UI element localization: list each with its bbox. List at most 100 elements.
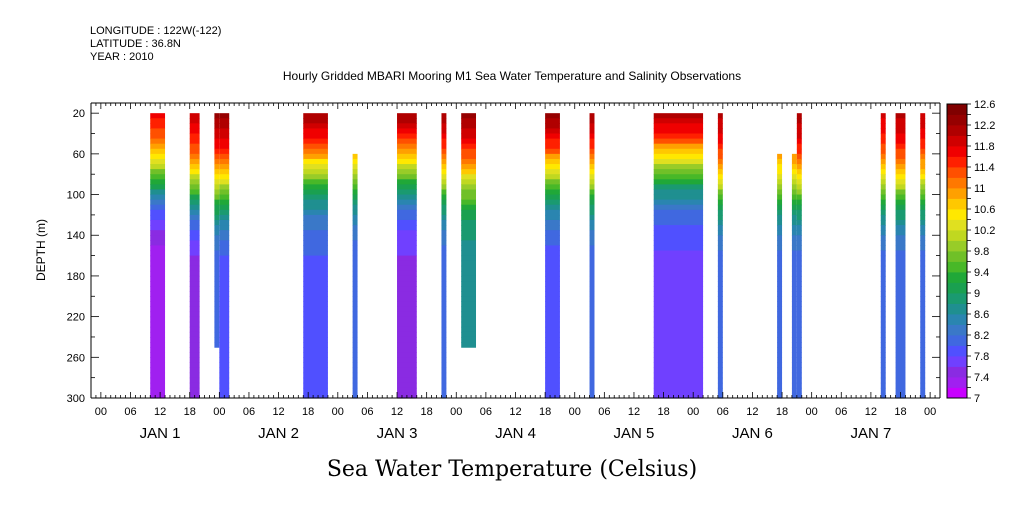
data-cell xyxy=(895,128,906,135)
data-cell xyxy=(717,153,723,160)
data-cell xyxy=(895,357,906,363)
data-cell xyxy=(461,342,477,348)
data-cell xyxy=(189,387,200,394)
data-cell xyxy=(791,219,797,226)
data-cell xyxy=(214,342,220,348)
data-cell xyxy=(880,270,886,277)
data-cell xyxy=(791,367,797,374)
data-cell xyxy=(880,204,886,211)
colorbar: 12.6 12.2 11.8 11.4 11 10.6 10.2 9.8 9.4 9 8.6 8.2 7… xyxy=(946,99,995,405)
data-cell xyxy=(397,352,417,358)
data-cell xyxy=(397,214,417,221)
data-cell xyxy=(920,169,926,175)
data-cell xyxy=(219,377,230,384)
data-cell xyxy=(189,143,200,150)
data-cell xyxy=(653,336,704,343)
data-cell xyxy=(303,123,328,130)
data-cell xyxy=(150,321,166,328)
data-cell xyxy=(545,113,560,119)
data-cell xyxy=(461,336,477,343)
data-cell xyxy=(150,326,166,333)
data-cell xyxy=(441,367,447,374)
data-cell xyxy=(920,255,926,262)
data-cell xyxy=(303,128,328,135)
data-cell xyxy=(653,148,704,155)
data-cell xyxy=(441,133,447,140)
data-cell xyxy=(895,179,906,185)
data-cell xyxy=(303,153,328,160)
data-cell xyxy=(717,214,723,221)
data-cell xyxy=(352,219,358,226)
data-cell xyxy=(589,367,595,374)
data-cell xyxy=(796,148,802,155)
data-cell xyxy=(717,377,723,384)
data-cell xyxy=(796,219,802,226)
data-cell xyxy=(303,311,328,318)
data-cell xyxy=(589,194,595,201)
data-cell xyxy=(189,153,200,160)
data-cell xyxy=(791,153,797,160)
data-cell xyxy=(219,296,230,302)
data-cell xyxy=(653,169,704,175)
data-cell xyxy=(397,326,417,333)
data-cell xyxy=(920,392,926,399)
data-cell xyxy=(895,281,906,287)
data-cell xyxy=(920,164,926,170)
data-cell xyxy=(880,169,886,175)
data-cell xyxy=(461,281,477,287)
colorbar-swatch xyxy=(947,240,967,252)
colorbar-swatch xyxy=(947,345,967,357)
data-cell xyxy=(880,123,886,130)
data-cell xyxy=(895,326,906,333)
data-cell xyxy=(920,326,926,333)
data-cell xyxy=(189,372,200,379)
data-cell xyxy=(461,311,477,318)
data-cell xyxy=(219,153,230,160)
data-cell xyxy=(352,153,358,160)
data-cell xyxy=(150,138,166,145)
data-cell xyxy=(461,123,477,130)
data-cell xyxy=(303,184,328,191)
data-cell xyxy=(303,357,328,363)
data-cell xyxy=(545,133,560,140)
data-cell xyxy=(219,184,230,191)
data-cell xyxy=(589,316,595,323)
colorbar-label: 8.2 xyxy=(974,330,989,342)
data-cell xyxy=(796,179,802,185)
data-cell xyxy=(653,362,704,369)
x-tick-label: 12 xyxy=(746,406,758,418)
data-cell xyxy=(920,209,926,216)
data-cell xyxy=(219,336,230,343)
data-cell xyxy=(150,169,166,175)
data-cell xyxy=(461,189,477,196)
data-cell xyxy=(461,265,477,272)
data-cell xyxy=(441,245,447,252)
x-tick-label: 18 xyxy=(302,406,314,418)
data-cell xyxy=(653,153,704,160)
data-column xyxy=(895,113,906,399)
data-cell xyxy=(777,311,783,318)
data-cell xyxy=(352,169,358,175)
data-cell xyxy=(189,286,200,292)
x-tick-label: 12 xyxy=(391,406,403,418)
data-cell xyxy=(189,347,200,353)
data-cell xyxy=(303,265,328,272)
data-cell xyxy=(441,225,447,231)
data-cell xyxy=(461,179,477,185)
data-cell xyxy=(219,342,230,348)
colorbar-label: 8.6 xyxy=(974,309,989,321)
data-cell xyxy=(219,357,230,363)
data-cell xyxy=(397,189,417,196)
data-cell xyxy=(796,331,802,338)
data-cell xyxy=(796,225,802,231)
data-cell xyxy=(777,199,783,206)
data-cell xyxy=(895,352,906,358)
day-label: JAN 5 xyxy=(614,425,655,442)
data-cell xyxy=(777,357,783,363)
data-cell xyxy=(150,357,166,363)
data-cell xyxy=(441,204,447,211)
data-cell xyxy=(589,372,595,379)
data-cell xyxy=(717,133,723,140)
data-cell xyxy=(653,230,704,236)
data-cell xyxy=(791,265,797,272)
